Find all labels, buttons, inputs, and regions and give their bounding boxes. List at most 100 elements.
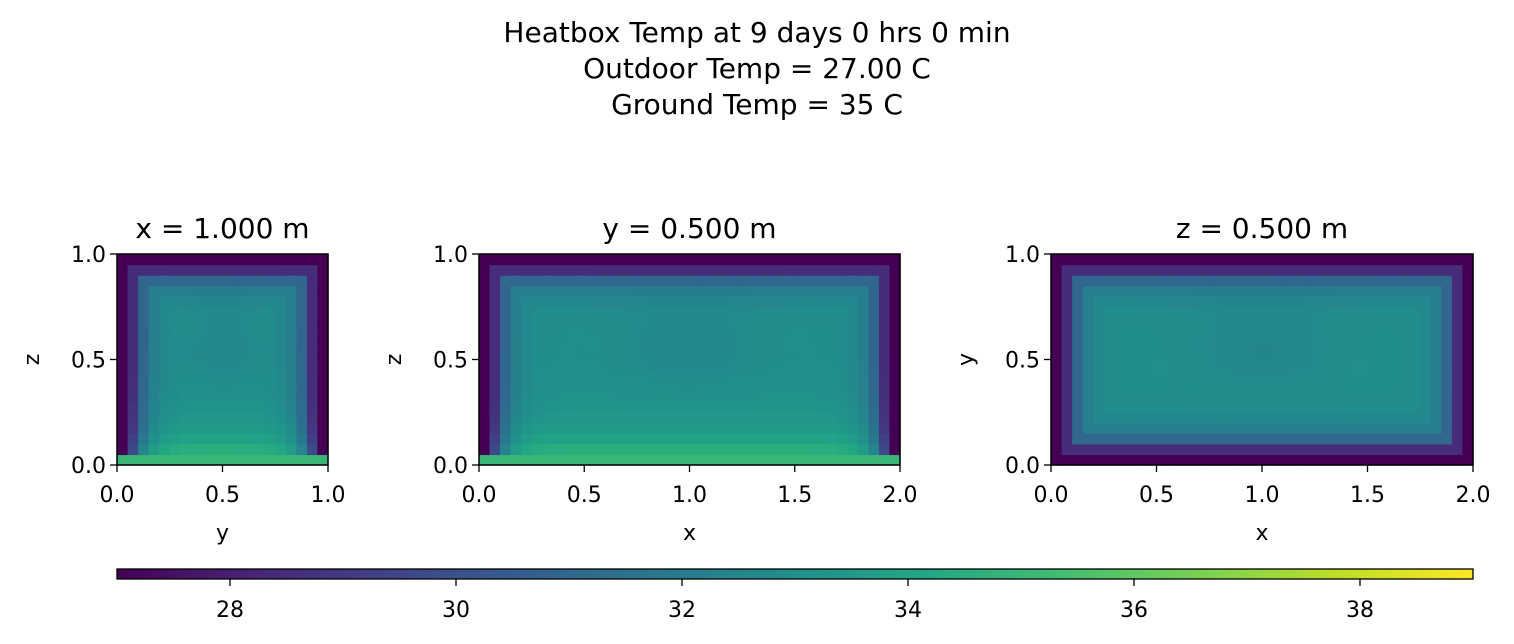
heatmap-cell <box>254 348 266 361</box>
heatmap-cell <box>117 327 129 339</box>
heatmap-cell <box>306 454 319 466</box>
heatmap-cell <box>1145 338 1158 350</box>
heatmap-cell <box>805 275 817 287</box>
heatmap-cell <box>657 370 670 382</box>
heatmap-cell <box>584 380 596 392</box>
heatmap-cell <box>1135 359 1147 371</box>
heatmap-cell <box>264 296 276 308</box>
heatmap-cell <box>868 348 880 361</box>
heatmap-cell <box>1188 306 1200 318</box>
heatmap-cell <box>254 454 266 466</box>
heatmap-cell <box>1441 264 1453 276</box>
heatmap-cell <box>542 454 554 466</box>
heatmap-cell <box>700 422 712 434</box>
heatmap-cell <box>285 285 297 297</box>
heatmap-cell <box>1177 275 1189 287</box>
heatmap-cell <box>233 264 245 276</box>
heatmap-cell <box>1177 433 1189 445</box>
heatmap-cell <box>1124 412 1136 424</box>
heatmap-cell <box>275 422 287 434</box>
heatmap-cell <box>1251 317 1263 329</box>
heatmap-cell <box>1378 422 1390 434</box>
heatmap-cell <box>1135 327 1147 339</box>
heatmap-cell <box>169 370 181 382</box>
heatmap-cell <box>1388 422 1400 434</box>
heatmap-cell <box>117 264 129 276</box>
heatmap-cell <box>1325 401 1337 413</box>
heatmap-cell <box>563 317 575 329</box>
heatmap-cell <box>689 296 701 308</box>
y-tick-label: 1.0 <box>1005 243 1040 268</box>
heatmap-cell <box>1378 380 1390 392</box>
heatmap-cell <box>805 296 817 308</box>
heatmap-cell <box>1283 443 1295 456</box>
heatmap-cell <box>306 391 319 403</box>
heatmap-cell <box>233 275 245 287</box>
heatmap-cell <box>117 433 129 445</box>
heatmap-cell <box>285 254 297 266</box>
heatmap-cell <box>127 391 139 403</box>
heatmap-cell <box>773 391 785 403</box>
heatmap-cell <box>584 422 596 434</box>
heatmap-cell <box>1219 275 1231 287</box>
heatmap-cell <box>1188 401 1200 413</box>
heatmap-cell <box>1198 401 1210 413</box>
heatmap-cell <box>489 306 501 318</box>
heatmap-cell <box>1283 306 1295 318</box>
heatmap-cell <box>479 348 491 361</box>
heatmap-cell <box>552 306 564 318</box>
heatmap-cell <box>752 306 764 318</box>
heatmap-cell <box>868 327 880 339</box>
heatmap-cell <box>1103 285 1115 297</box>
heatmap-cell <box>479 254 491 266</box>
heatmap-cell <box>742 443 754 456</box>
heatmap-cell <box>1304 254 1316 266</box>
heatmap-cell <box>763 275 775 287</box>
heatmap-cell <box>563 412 575 424</box>
heatmap-cell <box>657 348 670 361</box>
heatmap-cell <box>857 264 870 276</box>
heatmap-cell <box>1451 401 1464 413</box>
heatmap-cell <box>594 264 606 276</box>
heatmap-panel-3: z = 0.500 m0.0 0.5 1.0 1.5 2.00.00.51.0xy <box>954 212 1491 546</box>
heatmap-cell <box>1314 443 1326 456</box>
heatmap-cell <box>190 433 202 445</box>
heatmap-cell <box>1240 327 1253 339</box>
heatmap-cell <box>1156 254 1168 266</box>
heatmap-cell <box>233 254 245 266</box>
heatmap-cell <box>710 359 722 371</box>
heatmap-cell <box>1388 370 1400 382</box>
heatmap-cell <box>1072 443 1084 456</box>
heatmap-cell <box>275 317 287 329</box>
heatmap-cell <box>689 275 701 287</box>
heatmap-cell <box>1378 401 1390 413</box>
heatmap-cell <box>285 443 297 456</box>
heatmap-cell <box>233 422 245 434</box>
heatmap-cell <box>1304 433 1316 445</box>
heatmap-cell <box>1114 306 1126 318</box>
heatmap-cell <box>138 306 150 318</box>
heatmap-cell <box>317 317 329 329</box>
heatmap-cell <box>1240 370 1253 382</box>
heatmap-cell <box>1188 433 1200 445</box>
heatmap-cell <box>1346 327 1358 339</box>
heatmap-cell <box>180 264 192 276</box>
heatmap-cell <box>1114 433 1126 445</box>
heatmap-cell <box>190 264 202 276</box>
heatmap-cell <box>117 412 129 424</box>
heatmap-cell <box>1420 370 1432 382</box>
heatmap-cell <box>615 380 627 392</box>
heatmap-cell <box>317 296 329 308</box>
heatmap-cell <box>805 391 817 403</box>
heatmap-cell <box>510 443 522 456</box>
heatmap-cell <box>1156 391 1168 403</box>
heatmap-cell <box>117 401 129 413</box>
heatmap-cell <box>889 317 901 329</box>
heatmap-cell <box>563 391 575 403</box>
heatmap-cell <box>573 317 585 329</box>
heatmap-cell <box>1240 454 1253 466</box>
heatmap-cell <box>552 391 564 403</box>
heatmap-cell <box>552 348 564 361</box>
heatmap-cell <box>1135 306 1147 318</box>
heatmap-cell <box>763 338 775 350</box>
